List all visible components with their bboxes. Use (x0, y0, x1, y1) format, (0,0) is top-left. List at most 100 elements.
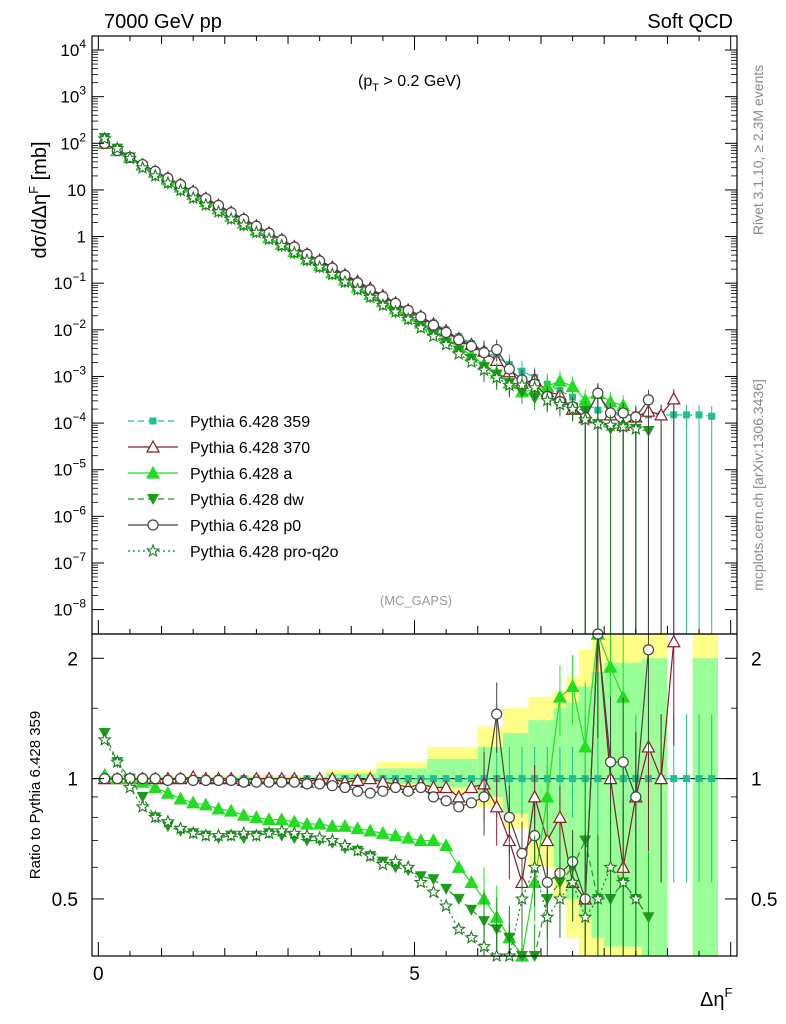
top-point-5-27 (438, 337, 454, 351)
ratio-point-4-13 (263, 776, 275, 788)
legend-label-5: Pythia 6.428 pro-q2o (190, 544, 339, 561)
top-ylabel-unit: [mb] (29, 141, 51, 185)
top-ytick-label-11: 10−7 (53, 550, 86, 573)
ratio-point-2-4 (148, 780, 163, 794)
top-ylabel: dσ/dΔηF [mb] (26, 141, 51, 258)
top-point-5-41 (616, 419, 631, 434)
ratio-point-5-25 (413, 874, 428, 889)
ratio-point-4-17 (314, 778, 326, 790)
xtick-label-1: 5 (409, 964, 420, 985)
ratio-point-0-28 (455, 775, 463, 783)
ratio-point-2-38 (578, 739, 593, 753)
ratio-point-1-29 (464, 780, 479, 794)
ratio-point-2-20 (350, 821, 365, 835)
top-ytick-label-base-3: 10 (67, 181, 86, 200)
top-ytick-label-12: 10−8 (53, 597, 86, 620)
ratio-point-4-23 (389, 781, 402, 794)
axis-tick-labels: 10410310210110−110−210−310−410−510−610−7… (52, 37, 778, 985)
ratio-point-1-31 (489, 799, 504, 813)
pt-annotation-sub: T (372, 82, 379, 94)
band-green-1 (325, 773, 377, 783)
ratio-point-4-10 (225, 774, 237, 786)
ratio-point-2-25 (413, 833, 428, 847)
ratio-point-2-35 (540, 789, 555, 803)
top-point-5-40 (603, 417, 618, 432)
ratio-point-5-22 (375, 856, 391, 871)
ratio-point-0-48 (708, 775, 716, 783)
ratio-point-4-20 (351, 785, 364, 797)
ratio-point-5-18 (325, 832, 340, 847)
top-ytick-label-7: 10−3 (53, 363, 86, 386)
top-point-5-5 (160, 175, 176, 190)
ratio-point-5-36 (552, 891, 568, 906)
ratio-point-3-28 (452, 893, 465, 905)
ratio-point-4-12 (250, 776, 263, 788)
ratio-point-4-42 (630, 791, 642, 803)
top-ytick-label-base-1: 10 (60, 88, 79, 107)
ratio-panel-series (97, 626, 716, 963)
top-point-1-44 (654, 407, 669, 421)
ratio-point-4-43 (642, 644, 655, 656)
ratio-point-5-17 (312, 830, 327, 845)
top-ytick-label-4: 1 (77, 228, 86, 247)
ratio-point-5-6 (173, 821, 188, 835)
ratio-point-2-23 (388, 828, 403, 842)
ratio-point-2-36 (552, 689, 567, 703)
ratio-point-1-21 (363, 771, 378, 785)
top-point-5-9 (211, 204, 226, 218)
ratio-ylabel: Ratio to Pythia 6.428 359 (27, 711, 44, 879)
pt-annotation-open: (p (358, 73, 372, 90)
top-ytick-label-exp-1: 3 (79, 84, 86, 98)
top-point-5-35 (540, 392, 555, 407)
ratio-point-5-26 (426, 884, 441, 899)
ratio-point-5-27 (439, 898, 454, 913)
top-point-5-26 (426, 328, 441, 343)
top-panel-series (97, 131, 716, 634)
header-right: Soft QCD (647, 11, 733, 33)
ratio-point-4-4 (149, 773, 161, 785)
top-point-5-4 (148, 168, 163, 182)
ratio-point-0-47 (695, 775, 703, 783)
top-ytick-label-6: 10−2 (53, 317, 86, 340)
ratio-point-4-16 (301, 778, 313, 790)
band-green-2 (376, 768, 428, 784)
ratio-point-0-39 (594, 775, 602, 783)
top-point-0-47 (695, 411, 703, 419)
top-point-2-37 (565, 379, 580, 393)
ratio-point-0-46 (682, 775, 690, 783)
ratio-point-4-11 (238, 776, 250, 788)
top-ylabel-sup: F (26, 186, 41, 194)
legend-marker-1 (145, 439, 161, 453)
ratio-point-5-20 (350, 843, 365, 857)
ratio-point-2-21 (363, 823, 378, 837)
ratio-point-4-15 (288, 776, 300, 788)
top-ytick-label-exp-5: −1 (72, 270, 86, 284)
ratio-point-0-29 (467, 775, 475, 783)
ratio-point-2-18 (325, 819, 340, 832)
top-ytick-label-base-7: 10 (53, 367, 72, 386)
ratio-point-2-10 (224, 803, 239, 817)
legend-label-2: Pythia 6.428 a (190, 466, 292, 483)
mcplots-label: mcplots.cern.ch [arXiv:1306.3436] (750, 379, 766, 591)
top-point-4-39 (592, 387, 604, 399)
pt-annotation-close: > 0.2 GeV) (379, 73, 461, 90)
ratio-point-3-26 (427, 874, 440, 886)
ratio-point-5-34 (527, 859, 542, 874)
ratio-point-5-42 (628, 891, 643, 906)
ratio-point-5-16 (299, 828, 315, 842)
ratio-point-4-28 (453, 801, 465, 813)
top-point-5-13 (261, 231, 277, 246)
top-ytick-label-exp-12: −8 (72, 597, 86, 611)
ratio-ytick-label-right-0: 2 (751, 649, 762, 670)
top-point-4-32 (503, 363, 515, 375)
top-point-5-30 (476, 362, 492, 377)
ratio-point-2-26 (426, 833, 441, 847)
ratio-point-2-17 (312, 816, 327, 830)
top-point-4-26 (427, 319, 440, 331)
ratio-point-4-41 (617, 756, 629, 768)
ratio-point-4-6 (174, 773, 187, 785)
top-panel-background (92, 36, 737, 634)
top-ytick-label-exp-8: −4 (72, 410, 86, 424)
top-ytick-label-base-4: 1 (77, 228, 86, 247)
legend-label-0: Pythia 6.428 359 (190, 414, 310, 431)
